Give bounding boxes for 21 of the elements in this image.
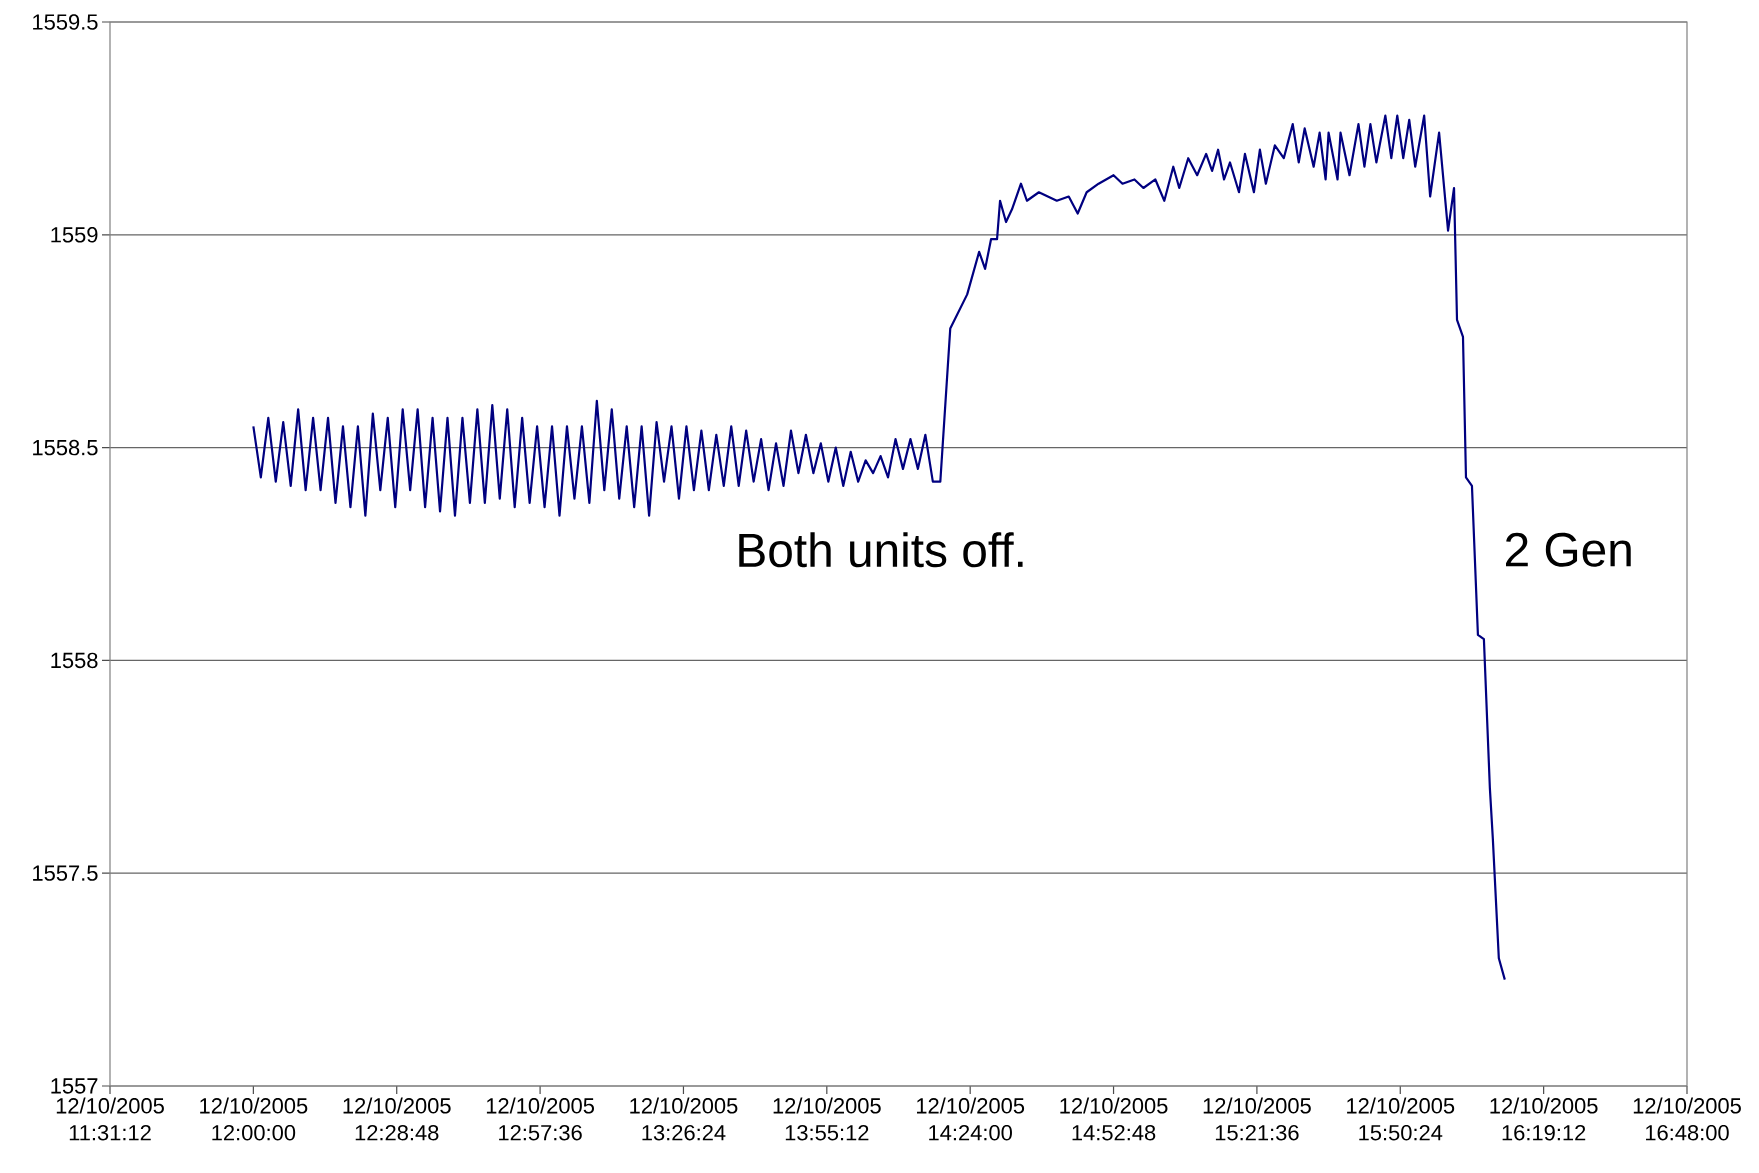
x-tick-label: 12/10/2005 12:00:00: [200, 1097, 308, 1141]
x-tick-label: 12/10/2005 13:26:24: [630, 1097, 738, 1141]
y-tick-label: 1557: [51, 1078, 98, 1094]
x-tick-label: 12/10/2005 13:55:12: [773, 1097, 881, 1141]
annotation: Both units off.: [739, 532, 1023, 568]
y-tick-label: 1558.5: [33, 439, 98, 456]
x-tick-label: 12/10/2005 14:52:48: [1060, 1097, 1168, 1141]
y-tick-label: 1559.5: [33, 14, 98, 30]
x-tick-label: 12/10/2005 11:31:12: [56, 1097, 164, 1141]
x-tick-label: 12/10/2005 16:19:12: [1490, 1097, 1598, 1141]
x-tick-label: 12/10/2005 16:48:00: [1633, 1097, 1741, 1141]
x-tick-label: 12/10/2005 12:28:48: [343, 1097, 451, 1141]
x-tick-label: 12/10/2005 15:21:36: [1203, 1097, 1311, 1141]
line-series: [252, 114, 1506, 981]
annotation: 2 Gen: [1506, 532, 1631, 567]
y-tick-label: 1557.5: [33, 865, 98, 881]
x-tick-label: 12/10/2005 12:57:36: [486, 1097, 594, 1141]
x-tick-label: 12/10/2005 14:24:00: [917, 1097, 1025, 1141]
x-tick-label: 12/10/2005 15:50:24: [1347, 1097, 1455, 1141]
y-tick-label: 1558: [51, 652, 98, 669]
y-tick-label: 1559: [51, 227, 98, 243]
